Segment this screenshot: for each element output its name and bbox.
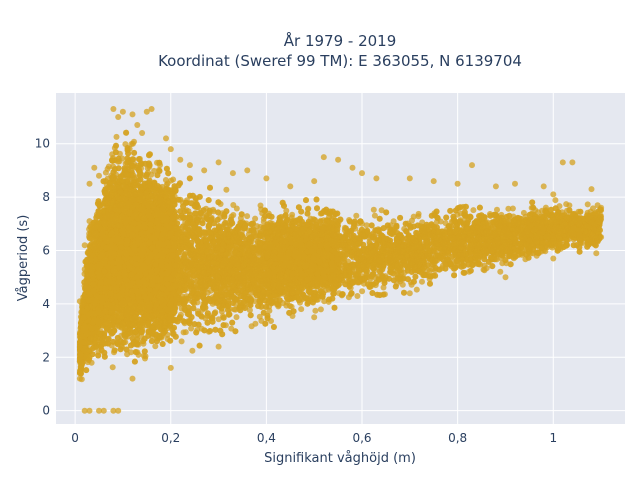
chart-title-line1: År 1979 - 2019 bbox=[284, 31, 397, 50]
data-points bbox=[76, 106, 605, 414]
data-point bbox=[363, 222, 370, 229]
data-point bbox=[359, 288, 366, 295]
data-point bbox=[252, 215, 259, 222]
data-point bbox=[246, 307, 253, 314]
data-point bbox=[223, 186, 230, 193]
chart-title-line2: Koordinat (Sweref 99 TM): E 363055, N 61… bbox=[158, 52, 522, 70]
data-point bbox=[317, 306, 324, 313]
data-point bbox=[380, 284, 387, 291]
data-point bbox=[353, 212, 360, 219]
data-point bbox=[354, 293, 361, 299]
